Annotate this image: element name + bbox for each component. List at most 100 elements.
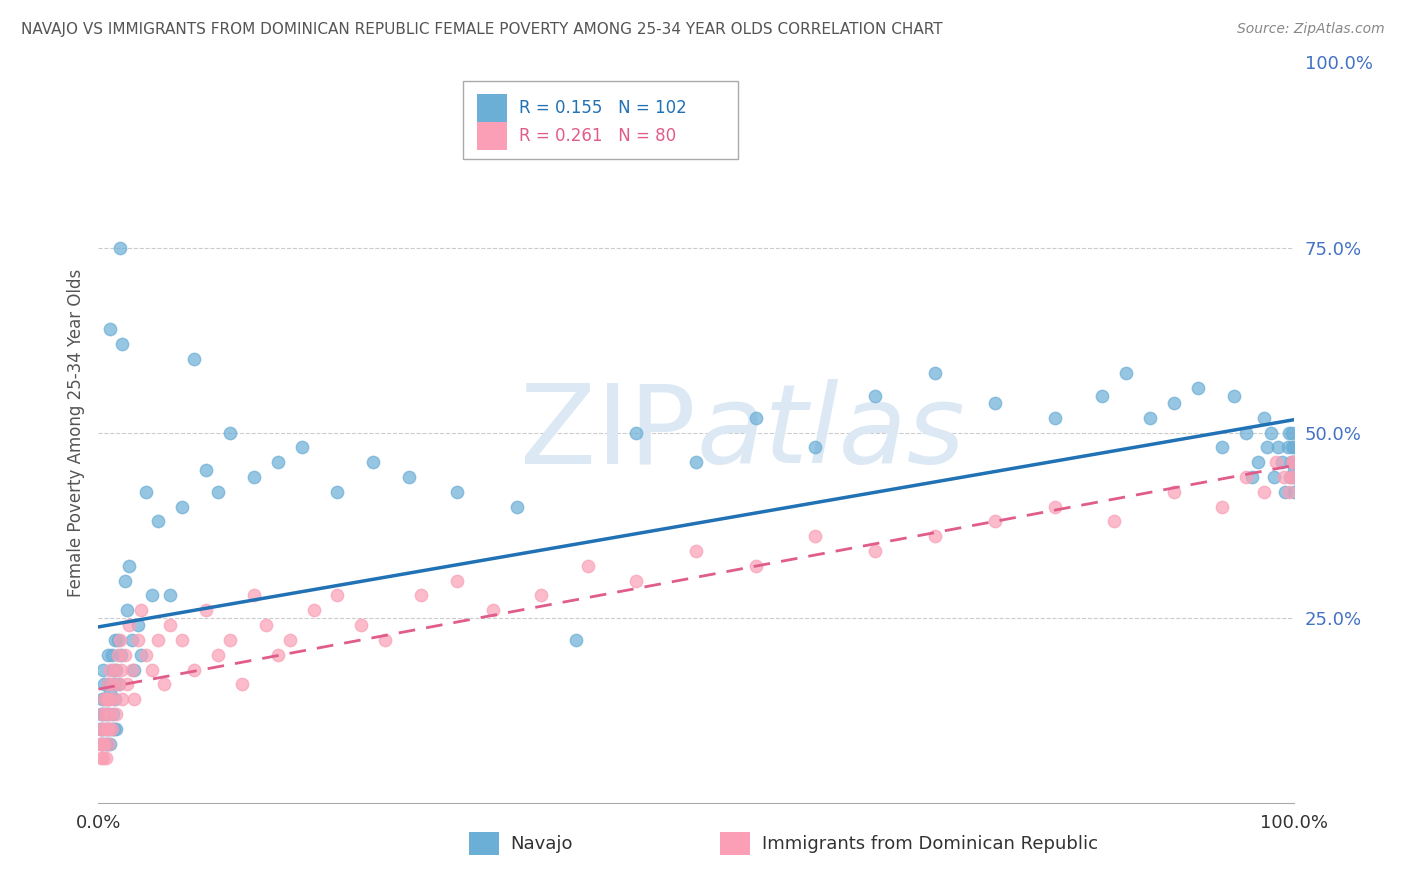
Point — [131, 603, 153, 617]
Point — [865, 388, 887, 402]
Point — [111, 692, 134, 706]
Point — [90, 706, 112, 721]
Point — [97, 737, 120, 751]
Point — [115, 677, 138, 691]
Point — [98, 722, 121, 736]
Point — [1278, 470, 1301, 484]
Point — [97, 677, 120, 691]
Point — [124, 663, 146, 677]
Point — [626, 574, 648, 588]
Text: ZIP: ZIP — [520, 379, 696, 486]
Y-axis label: Female Poverty Among 25-34 Year Olds: Female Poverty Among 25-34 Year Olds — [66, 268, 84, 597]
Point — [1247, 455, 1270, 469]
Point — [685, 544, 707, 558]
Point — [350, 618, 373, 632]
Point — [91, 663, 114, 677]
Point — [124, 692, 146, 706]
Point — [91, 751, 114, 765]
Point — [1278, 425, 1301, 440]
Point — [865, 544, 887, 558]
Point — [1253, 410, 1275, 425]
Point — [90, 737, 112, 751]
Point — [243, 470, 266, 484]
Text: Immigrants from Dominican Republic: Immigrants from Dominican Republic — [762, 835, 1098, 853]
Point — [107, 677, 129, 691]
Point — [1043, 410, 1066, 425]
Text: atlas: atlas — [696, 379, 965, 486]
Point — [127, 632, 149, 647]
Point — [254, 618, 277, 632]
Point — [506, 500, 529, 514]
Point — [1274, 484, 1296, 499]
Point — [127, 618, 149, 632]
Point — [1279, 470, 1302, 484]
Point — [97, 648, 120, 662]
Point — [105, 722, 128, 736]
Point — [103, 692, 125, 706]
Point — [101, 706, 124, 721]
Point — [101, 663, 124, 677]
Point — [105, 706, 128, 721]
Point — [172, 500, 194, 514]
Point — [104, 632, 127, 647]
Point — [481, 603, 505, 617]
Point — [1104, 515, 1126, 529]
Point — [114, 648, 136, 662]
Point — [1282, 441, 1305, 455]
Point — [94, 751, 117, 765]
Point — [135, 648, 157, 662]
Point — [326, 589, 349, 603]
Point — [91, 737, 114, 751]
Point — [172, 632, 194, 647]
Point — [103, 722, 125, 736]
Text: R = 0.261   N = 80: R = 0.261 N = 80 — [519, 127, 676, 145]
Point — [565, 632, 588, 647]
Point — [159, 618, 181, 632]
Point — [1163, 396, 1185, 410]
Point — [103, 677, 125, 691]
Point — [1211, 500, 1233, 514]
Point — [93, 692, 115, 706]
Point — [207, 484, 229, 499]
Point — [94, 706, 117, 721]
Point — [1282, 470, 1305, 484]
Point — [104, 663, 127, 677]
Point — [98, 663, 122, 677]
Point — [745, 558, 768, 573]
Point — [278, 632, 301, 647]
Point — [685, 455, 707, 469]
Point — [804, 529, 827, 543]
Point — [91, 706, 114, 721]
Text: Navajo: Navajo — [510, 835, 574, 853]
Point — [219, 425, 242, 440]
Point — [1282, 470, 1305, 484]
Point — [94, 706, 117, 721]
Point — [107, 648, 129, 662]
Point — [96, 737, 118, 751]
Point — [91, 692, 114, 706]
Point — [96, 722, 118, 736]
Point — [108, 240, 131, 255]
Point — [398, 470, 420, 484]
Point — [984, 396, 1007, 410]
Point — [98, 692, 121, 706]
Point — [141, 663, 163, 677]
Point — [363, 455, 385, 469]
Point — [97, 706, 120, 721]
Point — [97, 677, 120, 691]
Point — [108, 632, 131, 647]
Point — [326, 484, 349, 499]
Point — [1282, 455, 1305, 469]
Point — [91, 706, 114, 721]
Point — [291, 441, 314, 455]
Point — [924, 367, 946, 381]
Point — [107, 677, 129, 691]
Point — [118, 558, 141, 573]
Point — [96, 692, 118, 706]
Point — [924, 529, 946, 543]
Point — [105, 663, 128, 677]
Point — [107, 632, 129, 647]
Point — [626, 425, 648, 440]
Point — [96, 692, 118, 706]
Point — [1267, 441, 1289, 455]
